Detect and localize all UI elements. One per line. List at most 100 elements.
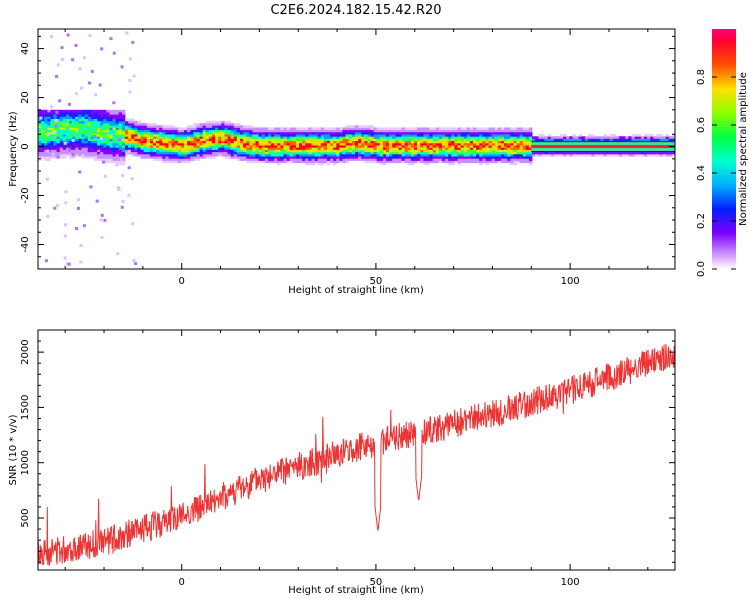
heatmap-cell (382, 136, 387, 139)
heatmap-cell (84, 129, 89, 133)
heatmap-cell (267, 158, 272, 161)
heatmap-cell (339, 156, 343, 159)
heatmap-cell (106, 140, 110, 144)
heatmap-cell (280, 136, 284, 139)
heatmap-cell (246, 151, 250, 155)
heatmap-cell (469, 153, 474, 157)
heatmap-cell (81, 142, 86, 146)
heatmap-cell (168, 125, 173, 128)
heatmap-cell (78, 116, 82, 120)
heatmap-cell (513, 156, 517, 159)
heatmap-cell (510, 129, 514, 133)
heatmap-cell (299, 149, 303, 153)
heatmap-cell (162, 129, 166, 133)
heatmap-cell (193, 125, 197, 128)
heatmap-cell (432, 147, 437, 150)
heatmap-cell (373, 127, 378, 131)
heatmap-cell (230, 149, 235, 153)
heatmap-cell (597, 138, 601, 142)
heatmap-cell (482, 145, 486, 148)
heatmap-cell (631, 136, 636, 139)
heatmap-cell (66, 33, 70, 37)
heatmap-cell (152, 129, 157, 133)
heatmap-cell (90, 114, 95, 117)
heatmap-cell (454, 129, 458, 133)
heatmap-cell (466, 145, 471, 148)
heatmap-cell (364, 131, 368, 135)
heatmap-cell (463, 145, 468, 148)
heatmap-cell (277, 162, 281, 166)
heatmap-cell (218, 120, 222, 124)
heatmap-cell (115, 153, 120, 157)
heatmap-cell (93, 131, 98, 135)
heatmap-cell (364, 147, 368, 150)
heatmap-cell (417, 140, 421, 144)
heatmap-cell (426, 136, 430, 139)
heatmap-cell (65, 145, 70, 148)
heatmap-cell (333, 153, 337, 157)
heatmap-cell (361, 129, 365, 133)
heatmap-cell (224, 140, 228, 144)
heatmap-cell (302, 145, 306, 148)
heatmap-cell (358, 125, 362, 128)
heatmap-cell (519, 134, 524, 137)
heatmap-cell (227, 123, 232, 126)
heatmap-cell (109, 138, 113, 142)
heatmap-cell (112, 131, 117, 135)
heatmap-cell (295, 151, 300, 155)
heatmap-cell (199, 153, 204, 157)
heatmap-cell (358, 158, 362, 161)
heatmap-cell (59, 134, 64, 137)
heatmap-cell (339, 131, 343, 135)
heatmap-cell (435, 160, 440, 164)
heatmap-cell (187, 129, 191, 133)
heatmap-cell (168, 156, 173, 159)
heatmap-cell (382, 158, 387, 161)
heatmap-cell (121, 129, 126, 133)
heatmap-cell (146, 125, 151, 128)
heatmap-cell (193, 138, 197, 142)
heatmap-cell (100, 47, 104, 51)
heatmap-cell (246, 136, 250, 139)
heatmap-cell (159, 153, 163, 157)
heatmap-cell (410, 162, 415, 166)
heatmap-cell (55, 110, 59, 114)
heatmap-cell (38, 136, 42, 139)
heatmap-cell (404, 147, 409, 150)
heatmap-cell (208, 147, 213, 150)
heatmap-cell (196, 123, 200, 126)
heatmap-cell (504, 127, 508, 131)
heatmap-cell (292, 131, 297, 135)
heatmap-cell (488, 140, 493, 144)
heatmap-cell (69, 134, 73, 137)
heatmap-cell (280, 151, 284, 155)
heatmap-cell (410, 153, 415, 157)
heatmap-cell (469, 149, 474, 153)
heatmap-cell (84, 118, 89, 122)
heatmap-cell (131, 138, 135, 142)
heatmap-cell (292, 129, 297, 133)
heatmap-cell (205, 120, 210, 124)
heatmap-cell (118, 120, 123, 124)
heatmap-cell (152, 149, 157, 153)
heatmap-cell (423, 147, 427, 150)
heatmap-cell (454, 158, 458, 161)
heatmap-cell (504, 160, 508, 164)
heatmap-cell (184, 145, 188, 148)
heatmap-cell (227, 156, 232, 159)
heatmap-cell (81, 153, 86, 157)
heatmap-cell (500, 147, 505, 150)
heatmap-cell (494, 156, 499, 159)
heatmap-cell (382, 138, 387, 142)
heatmap-cell (364, 125, 368, 128)
heatmap-cell (292, 145, 297, 148)
heatmap-cell (152, 147, 157, 150)
heatmap-cell (376, 158, 381, 161)
heatmap-cell (252, 145, 256, 148)
heatmap-cell (364, 142, 368, 146)
heatmap-cell (466, 151, 471, 155)
heatmap-cell (550, 136, 555, 139)
heatmap-cell (239, 125, 244, 128)
heatmap-cell (171, 134, 176, 137)
heatmap-cell (435, 147, 440, 150)
